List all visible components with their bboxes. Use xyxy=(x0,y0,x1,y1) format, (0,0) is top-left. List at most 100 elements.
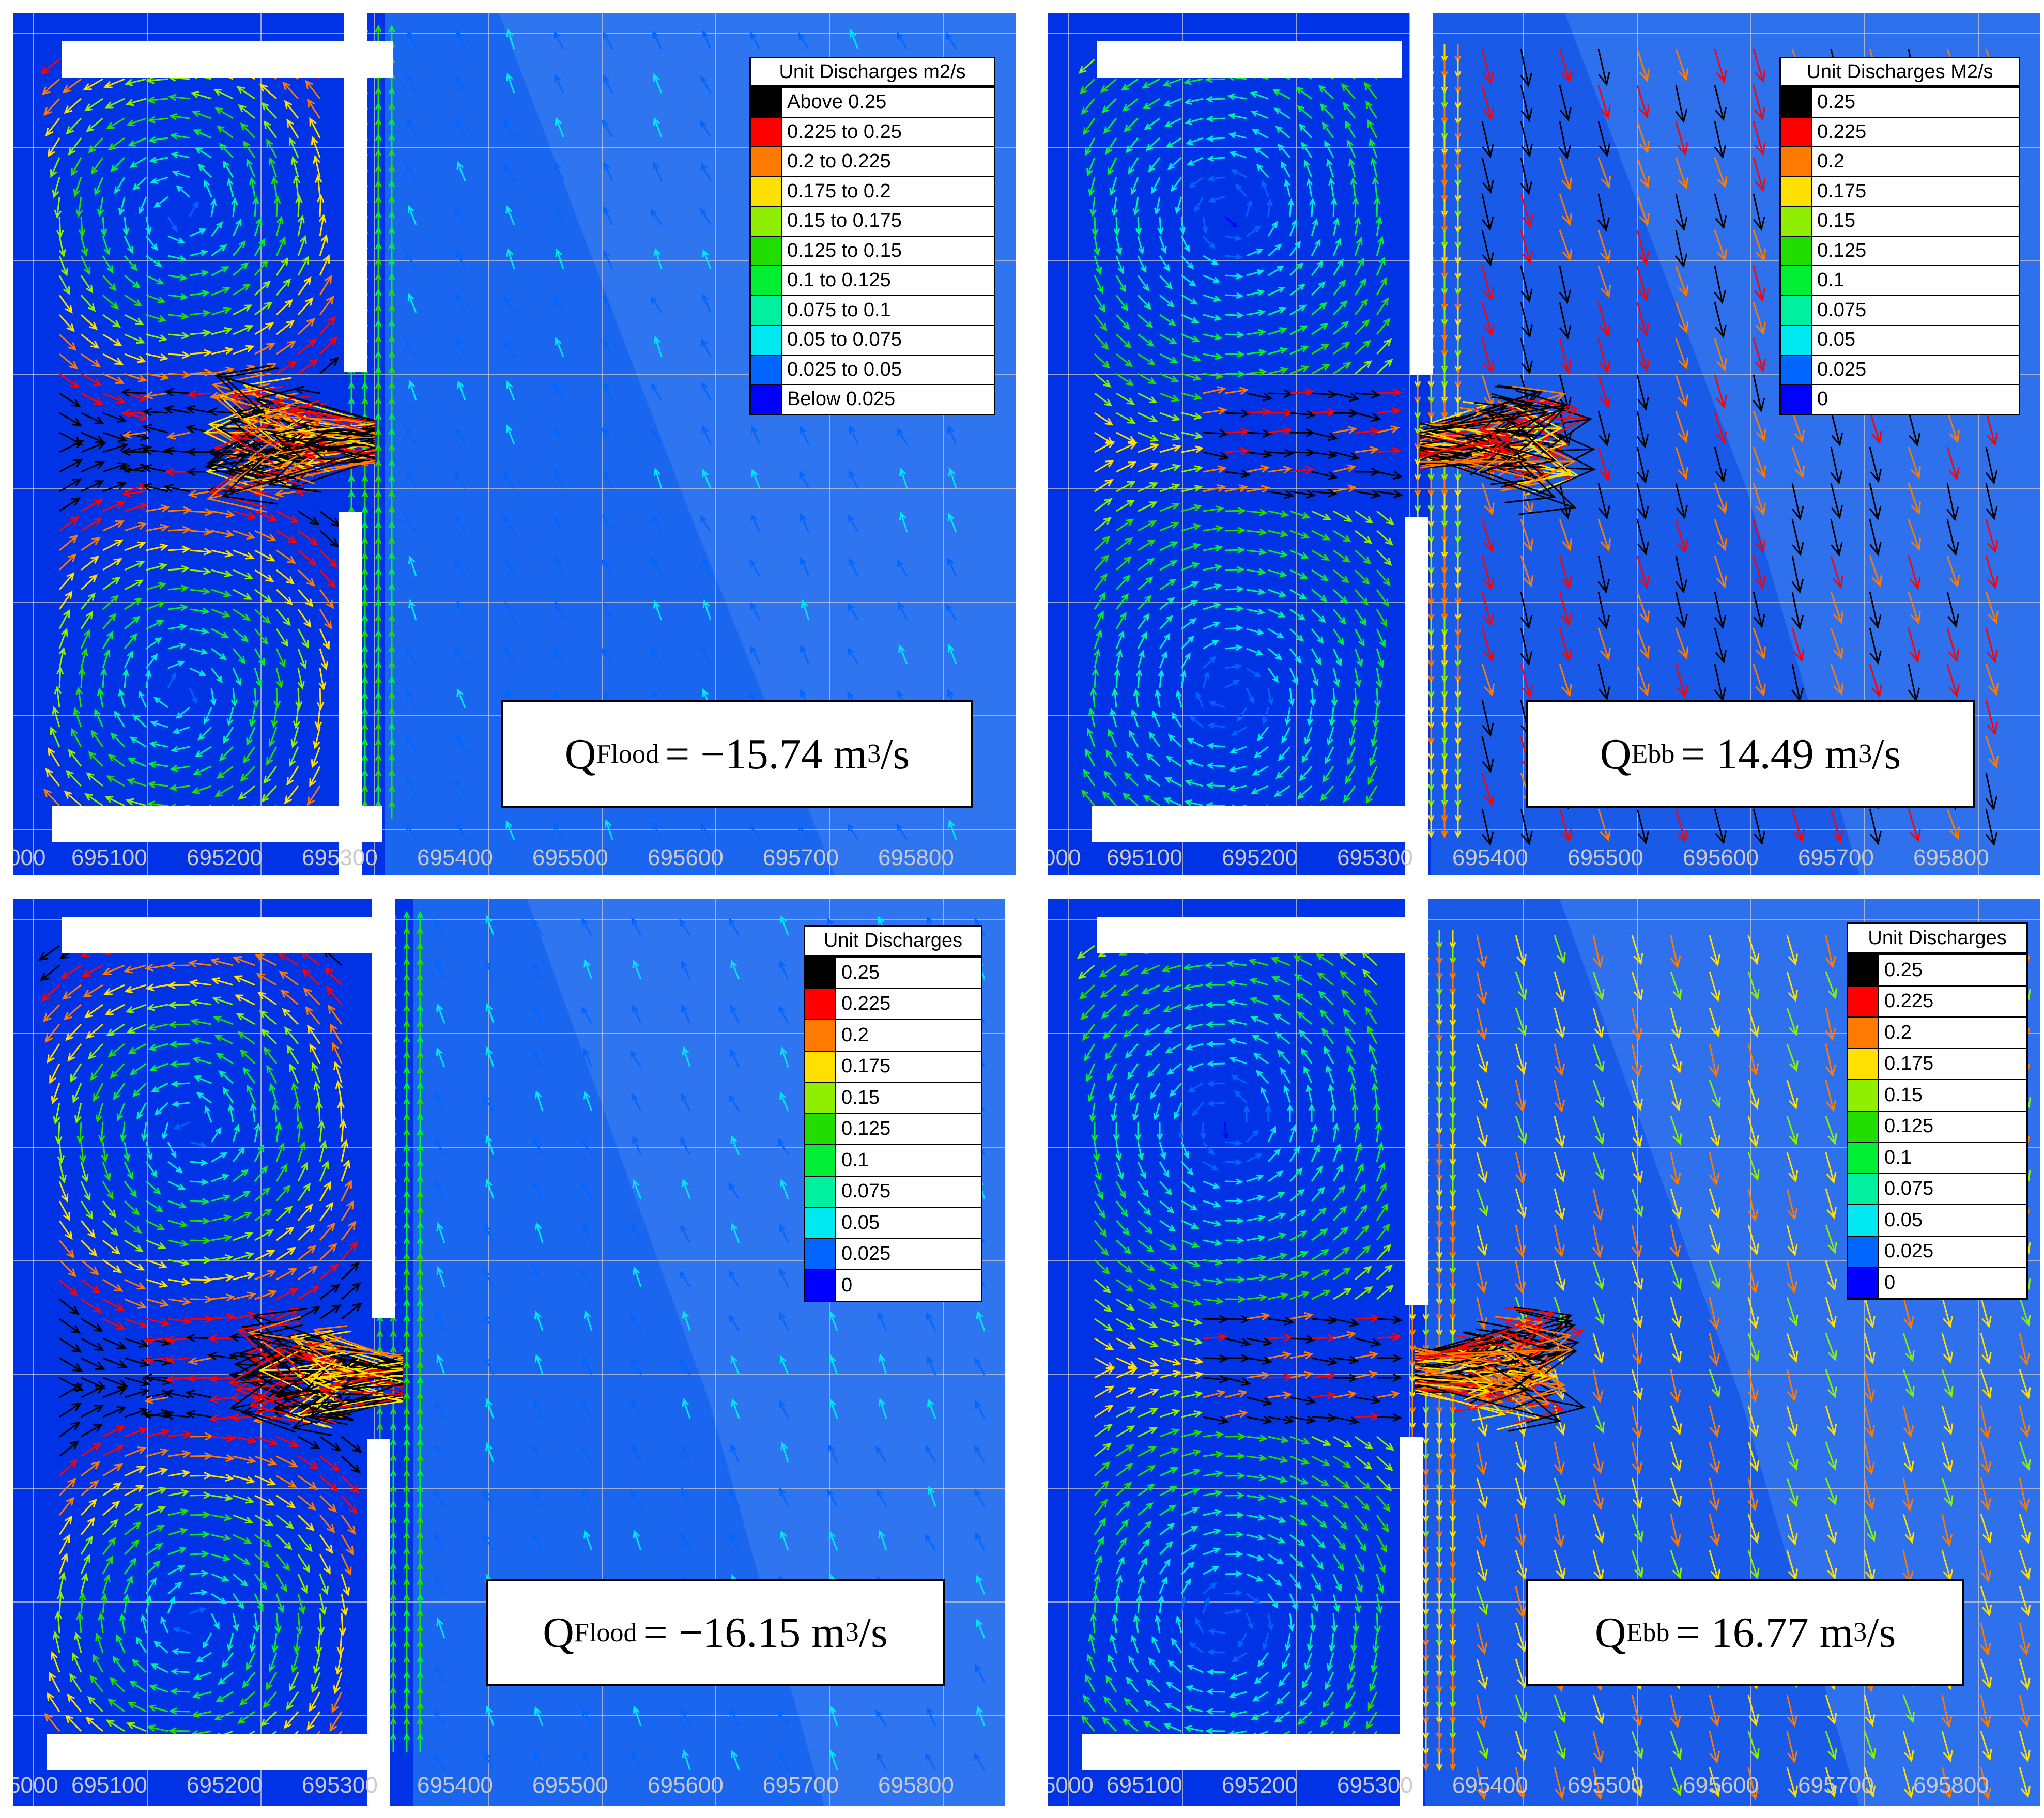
flow-arrow xyxy=(168,1727,190,1735)
flow-arrow xyxy=(1159,1522,1175,1536)
flow-arrow xyxy=(899,511,908,533)
flow-arrow xyxy=(828,1311,838,1331)
flow-arrow xyxy=(227,1103,235,1123)
flow-arrow xyxy=(189,1589,208,1596)
flow-arrow xyxy=(211,1293,235,1302)
flow-arrow xyxy=(1592,1477,1604,1511)
flow-arrow xyxy=(2019,1477,2030,1512)
flow-arrow xyxy=(233,1455,256,1464)
flow-arrow xyxy=(1227,999,1247,1006)
flow-arrow xyxy=(1908,555,1921,590)
flow-arrow xyxy=(298,1475,318,1490)
flow-arrow xyxy=(1119,964,1139,976)
flow-arrow xyxy=(436,1266,445,1287)
flow-arrow xyxy=(1354,257,1364,276)
flow-arrow xyxy=(1094,1337,1114,1351)
flow-arrow xyxy=(295,687,303,710)
legend-entry: 0.2 xyxy=(1848,1016,2026,1048)
flow-arrow xyxy=(341,1159,350,1182)
flow-arrow xyxy=(124,1278,146,1290)
flow-arrow xyxy=(319,1263,339,1281)
flow-arrow xyxy=(1094,479,1114,492)
flow-arrow xyxy=(1714,229,1728,262)
flow-arrow xyxy=(503,163,515,181)
flow-arrow xyxy=(1303,1066,1313,1084)
flow-arrow xyxy=(211,648,227,660)
flow-arrow xyxy=(1295,86,1312,100)
flow-arrow xyxy=(1325,746,1334,765)
flow-arrow xyxy=(81,1278,101,1295)
flow-arrow xyxy=(59,1278,79,1296)
flow-arrow xyxy=(1237,707,1248,722)
flow-arrow xyxy=(167,660,185,669)
flow-arrow xyxy=(208,1414,234,1423)
flow-arrow xyxy=(1144,117,1160,130)
flow-arrow xyxy=(1289,1495,1309,1505)
flow-arrow xyxy=(1559,591,1572,626)
flow-arrow xyxy=(1554,971,1565,1003)
flow-arrow xyxy=(1165,137,1182,148)
flow-arrow xyxy=(233,283,251,296)
flow-arrow xyxy=(1515,1007,1527,1037)
flow-arrow xyxy=(214,1035,234,1045)
flow-arrow xyxy=(290,1652,299,1674)
flow-arrow xyxy=(1311,1165,1323,1182)
flow-arrow xyxy=(65,1714,82,1732)
flow-arrow xyxy=(160,1616,169,1634)
flow-arrow xyxy=(229,1413,255,1422)
flow-arrow xyxy=(254,1270,276,1281)
flow-arrow xyxy=(319,316,336,335)
flow-arrow xyxy=(680,1137,691,1155)
flow-arrow xyxy=(124,1298,147,1309)
flow-arrow xyxy=(1670,1731,1682,1760)
flow-arrow xyxy=(218,1070,234,1084)
flow-arrow xyxy=(1268,327,1287,335)
flow-arrow xyxy=(309,1043,321,1064)
flow-arrow xyxy=(145,1161,158,1178)
breakwater-north xyxy=(1410,13,1433,375)
flow-arrow xyxy=(750,602,761,621)
flow-arrow xyxy=(1311,1186,1325,1202)
flow-arrow xyxy=(124,1181,137,1198)
flow-arrow xyxy=(1086,157,1096,177)
flow-arrow xyxy=(1301,746,1313,763)
flow-arrow xyxy=(1753,157,1766,192)
flow-arrow xyxy=(1138,1484,1155,1497)
flow-arrow xyxy=(189,607,210,615)
flow-arrow xyxy=(1094,1220,1108,1238)
flow-arrow xyxy=(227,454,375,500)
legend-title: Unit Discharges M2/s xyxy=(1781,58,2019,87)
flow-arrow xyxy=(276,1226,295,1241)
flow-arrow xyxy=(58,1200,71,1222)
flow-arrow xyxy=(1138,353,1156,365)
flow-arrow xyxy=(1266,198,1273,217)
flow-arrow xyxy=(188,1357,212,1365)
flow-arrow xyxy=(1554,1260,1566,1291)
flow-arrow xyxy=(1332,1184,1346,1201)
flow-arrow xyxy=(1268,549,1288,558)
flow-arrow xyxy=(132,714,147,728)
flow-arrow xyxy=(124,1557,137,1575)
flow-arrow xyxy=(829,1705,838,1727)
flow-arrow xyxy=(1257,727,1269,742)
flow-arrow xyxy=(135,1636,147,1653)
flow-arrow xyxy=(532,918,544,936)
flow-arrow xyxy=(1515,1622,1527,1653)
flow-arrow xyxy=(1261,180,1269,197)
flow-arrow xyxy=(1311,1144,1320,1162)
flow-arrow xyxy=(2019,1297,2031,1327)
flow-arrow xyxy=(1224,1452,1246,1460)
flow-arrow xyxy=(1094,1259,1110,1275)
flow-arrow xyxy=(1230,1671,1247,1680)
flow-arrow xyxy=(1246,1235,1266,1242)
flow-arrow xyxy=(80,1161,89,1183)
flow-arrow xyxy=(1203,451,1230,460)
flow-arrow xyxy=(1274,1031,1290,1045)
flow-arrow xyxy=(731,1749,740,1770)
flow-arrow xyxy=(1753,446,1766,479)
flow-arrow xyxy=(1370,157,1378,178)
flow-arrow xyxy=(1376,446,1402,455)
flow-arrow xyxy=(1636,808,1649,845)
flow-arrow xyxy=(1289,1351,1314,1360)
flow-arrow xyxy=(1355,467,1380,476)
